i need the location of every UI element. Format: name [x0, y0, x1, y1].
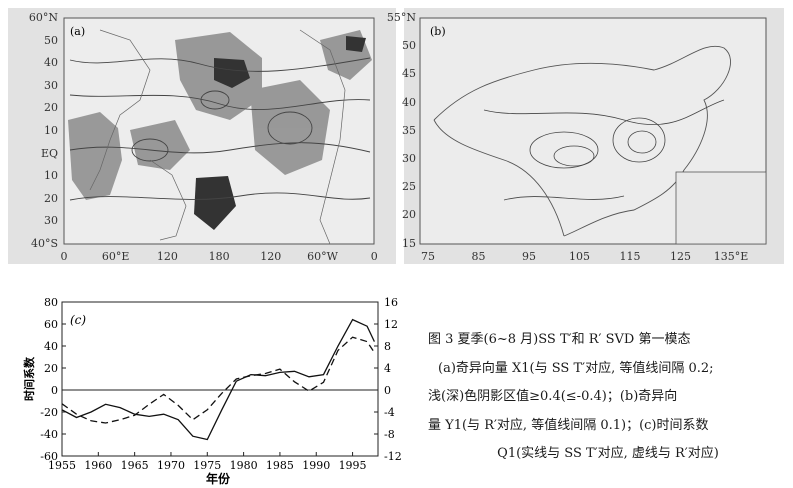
left-tick-label: 20 [44, 362, 58, 375]
y-axis-title: 时间系数 [22, 356, 36, 401]
map-a-dark-shading [194, 36, 366, 230]
map-b-figure: (b) [404, 8, 784, 264]
caption-line-3: 浅(深)色阴影区值≥0.4(≤-0.4)；(b)奇异向 [428, 389, 678, 404]
map-b-inset [675, 171, 767, 245]
map-a-lon-label: 0 [370, 250, 378, 263]
right-tick-label: 4 [384, 362, 391, 375]
left-tick-label: 80 [44, 296, 58, 309]
map-b-lon-label: 125 [670, 250, 691, 263]
map-a-lat-label: 10 [44, 124, 58, 137]
map-a-figure: (a) [8, 8, 396, 264]
right-tick-label: -4 [384, 406, 395, 419]
map-a-lat-label: 30 [44, 214, 58, 228]
right-tick-label: 0 [384, 384, 391, 397]
map-b-lon-label: 115 [619, 250, 641, 263]
x-tick-label: 1970 [157, 459, 185, 472]
left-tick-label: -20 [40, 406, 58, 419]
right-tick-label: 12 [384, 318, 398, 331]
x-tick-label: 1960 [84, 459, 112, 472]
series-dashed-line [61, 336, 375, 424]
map-b-lat-label: 40 [402, 95, 416, 109]
map-a-lon-label: 60°W [307, 250, 338, 263]
left-tick-label: 0 [51, 384, 58, 397]
map-a-lat-label: 20 [44, 191, 58, 205]
map-a-lon-label: 120 [260, 250, 282, 263]
map-b-lat-label: 55°N [386, 11, 416, 24]
left-tick-label: 60 [44, 318, 58, 331]
map-a-lon-label: 120 [156, 250, 178, 263]
map-a-lat-label: 40°S [30, 237, 58, 250]
map-a-lon-label: 60°E [101, 250, 130, 263]
caption-line-4: 量 Y1(与 R′对应, 等值线间隔 0.1)；(c)时间系数 [428, 417, 709, 433]
map-b-panel-label: (b) [430, 25, 446, 38]
caption-line-2: (a)奇异向量 X1(与 SS T′对应, 等值线间隔 0.2; [438, 360, 714, 376]
map-b-contours [483, 99, 725, 201]
map-b-lat-label: 15 [402, 236, 416, 250]
right-tick-label: -12 [384, 450, 402, 463]
left-tick-label: -40 [40, 428, 58, 441]
series-solid-line [61, 318, 375, 441]
map-a-lat-label: 50 [44, 33, 58, 47]
chart-frame [61, 301, 379, 457]
map-a-contours [69, 57, 371, 201]
map-b-lat-label: 25 [402, 180, 416, 194]
map-b-lat-label: 35 [402, 123, 416, 137]
x-tick-label: 1965 [121, 459, 149, 472]
right-tick-label: -8 [384, 428, 395, 441]
x-tick-label: 1955 [48, 459, 76, 472]
x-axis: 1955 1960 1965 1970 1975 1980 1985 1990 1995 [48, 452, 367, 472]
left-tick-label: 40 [44, 340, 58, 353]
map-b-lon-label: 135°E [713, 250, 749, 263]
x-tick-label: 1980 [230, 459, 258, 472]
x-tick-label: 1995 [339, 459, 367, 472]
map-a-lat-label: 20 [44, 101, 58, 115]
map-b-lon-label: 85 [471, 250, 486, 263]
x-tick-label: 1975 [193, 459, 221, 472]
map-b-country-outline [433, 45, 731, 237]
figure-caption: 图 3 夏季(6~8 月)SS T′和 R′ SVD 第一模态 (a)奇异向量 … [428, 326, 788, 469]
right-y-axis: 16 12 8 4 0 -4 -8 -12 [374, 296, 402, 463]
map-a-lon-label: 180 [208, 250, 230, 263]
map-b-lon-label: 95 [522, 250, 536, 263]
map-b-lon-label: 75 [421, 250, 435, 263]
x-tick-label: 1985 [266, 459, 294, 472]
map-b-lat-label: 20 [402, 208, 416, 222]
map-b-lat-label: 30 [402, 152, 416, 165]
caption-line-1: 图 3 夏季(6~8 月)SS T′和 R′ SVD 第一模态 [428, 332, 691, 347]
map-b-lon-label: 105 [569, 250, 590, 263]
right-tick-label: 16 [384, 296, 398, 309]
map-a-lat-label: 10 [44, 169, 58, 183]
left-y-axis: 80 60 40 20 0 -20 -40 -60 [40, 296, 66, 463]
map-a-lon-label: 0 [60, 250, 68, 263]
map-a-lat-label: EQ [40, 146, 58, 160]
map-a-lat-label: 60°N [28, 11, 58, 24]
map-a-lat-label: 40 [44, 56, 58, 70]
map-b-lat-label: 50 [402, 39, 416, 53]
map-a-coastlines [89, 29, 346, 245]
chart-panel-label: (c) [70, 313, 86, 327]
right-tick-label: 8 [384, 340, 391, 353]
caption-line-5: Q1(实线与 SS T′对应, 虚线与 R′对应) [497, 446, 719, 461]
map-b-lat-label: 45 [402, 67, 416, 81]
map-a-lat-label: 30 [44, 78, 58, 92]
x-axis-title: 年份 [206, 471, 231, 486]
left-tick-label: -60 [40, 450, 58, 463]
map-a-panel-label: (a) [70, 25, 85, 38]
x-tick-label: 1990 [302, 459, 330, 472]
